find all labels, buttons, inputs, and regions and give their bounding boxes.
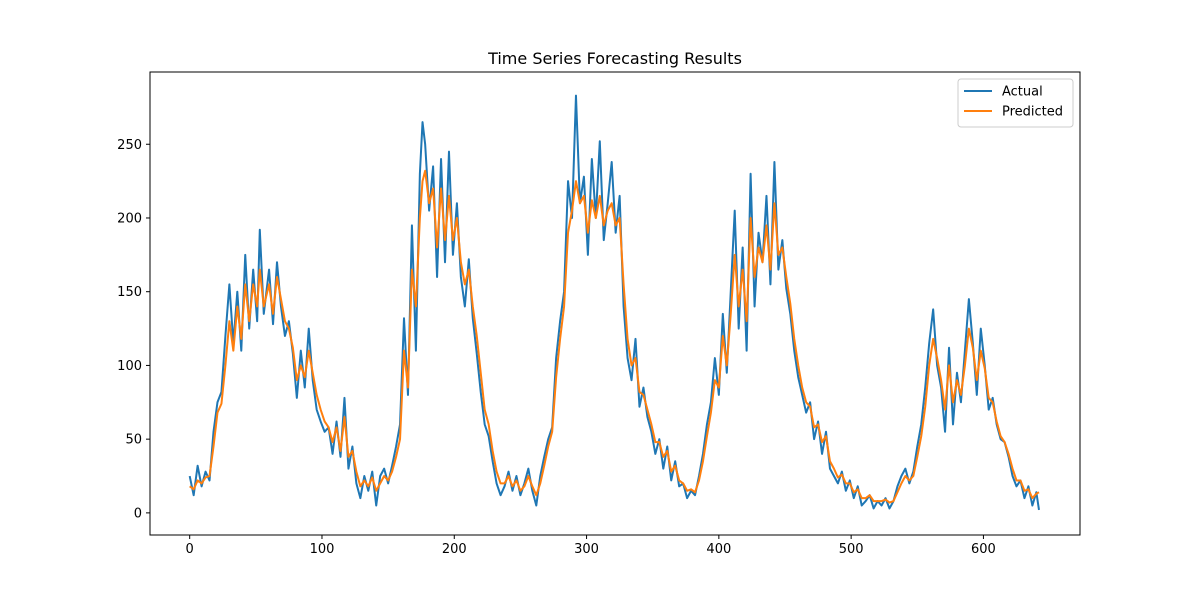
x-tick-label: 0: [186, 542, 194, 557]
x-tick-label: 500: [839, 542, 864, 557]
x-tick-label: 600: [971, 542, 996, 557]
series-layer: [188, 94, 1040, 511]
y-axis-ticks: 0 50 100 150 200 250: [117, 138, 150, 521]
series-line-actual: [188, 94, 1040, 511]
legend: Actual Predicted: [957, 78, 1074, 128]
chart-title: Time Series Forecasting Results: [487, 49, 742, 68]
legend-label: Actual: [1002, 85, 1043, 100]
y-tick-label: 50: [125, 433, 142, 448]
x-axis-ticks: 0 100 200 300 400 500 600: [186, 535, 996, 557]
y-tick-label: 200: [117, 211, 142, 226]
plot-area-frame: [149, 71, 1081, 536]
x-tick-label: 300: [574, 542, 599, 557]
y-tick-label: 150: [117, 285, 142, 300]
x-tick-label: 100: [310, 542, 335, 557]
x-tick-label: 200: [442, 542, 467, 557]
y-tick-label: 0: [134, 506, 142, 521]
x-tick-label: 400: [706, 542, 731, 557]
legend-label: Predicted: [1002, 105, 1063, 120]
series-line-predicted: [189, 169, 1040, 504]
y-tick-label: 100: [117, 359, 142, 374]
y-tick-label: 250: [117, 138, 142, 153]
